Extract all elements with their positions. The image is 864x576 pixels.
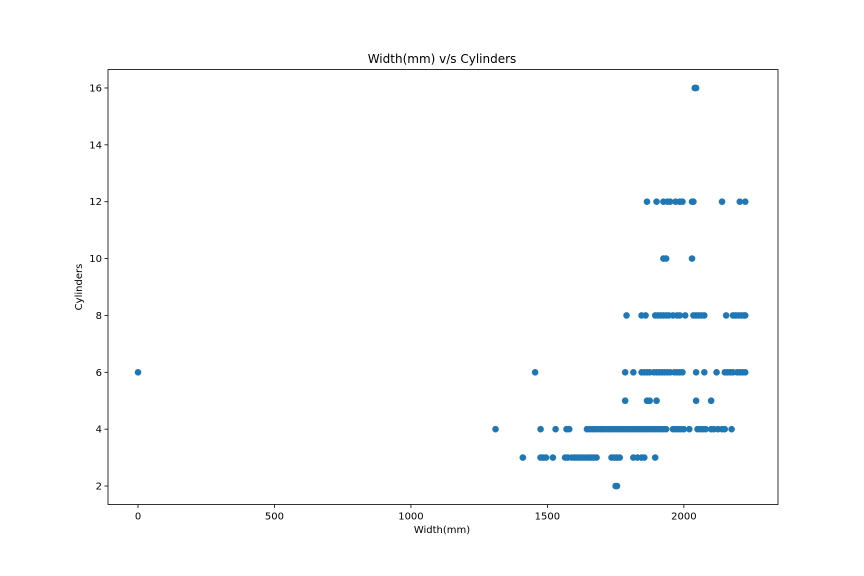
data-point [707,397,715,405]
data-point [713,368,720,376]
data-point [728,425,735,433]
data-point [646,397,654,405]
data-point [692,368,700,376]
data-point [662,255,670,262]
data-point [718,198,726,206]
data-point [537,425,544,433]
data-point [134,368,142,376]
data-point [651,454,659,461]
data-point [702,425,709,433]
data-point [662,425,670,433]
x-tick-label: 0 [135,512,141,523]
data-point [552,425,559,433]
x-tick-label: 1500 [535,512,560,523]
data-point [676,312,684,319]
data-point [736,198,744,206]
data-point [688,255,696,262]
data-point [741,368,749,376]
data-point [613,482,621,490]
y-axis-label: Cylinders [74,264,85,311]
x-tick-label: 500 [265,512,284,523]
data-point [642,312,649,319]
data-point [492,425,499,433]
data-point [686,425,693,433]
data-point [623,312,630,319]
data-point [593,454,600,461]
y-tick-label: 4 [96,425,102,436]
data-point [701,312,708,319]
y-tick-label: 10 [89,254,102,265]
data-point [692,397,700,405]
data-point [680,425,688,433]
data-points [134,84,749,490]
data-point [741,312,749,319]
x-tick-label: 2000 [671,512,696,523]
data-point [722,312,730,319]
data-point [616,454,624,461]
y-tick-label: 12 [89,197,102,208]
data-point [519,454,527,461]
data-point [621,368,629,376]
data-point [643,198,651,206]
y-tick-label: 6 [96,368,102,379]
data-point [565,425,573,433]
plot-frame [107,69,779,505]
data-point [692,84,700,92]
data-point [741,198,749,206]
data-point [640,454,648,461]
data-point [630,368,637,376]
data-point [681,312,689,319]
y-tick-label: 16 [89,83,102,94]
data-point [542,454,550,461]
y-tick-label: 2 [96,482,102,493]
data-point [531,368,539,376]
data-point [701,368,708,376]
data-point [721,425,729,433]
data-point [679,368,686,376]
data-point [666,198,674,206]
axis-ticks: 0 500 1000 1500 2000 2 4 6 8 10 12 14 16 [89,83,696,522]
data-point [690,198,697,206]
chart-title: Width(mm) v/s Cylinders [368,52,517,66]
y-tick-label: 8 [96,311,102,322]
data-point [653,397,660,405]
y-tick-label: 14 [89,140,102,151]
x-axis-label: Width(mm) [414,525,470,536]
data-point [679,198,686,206]
data-point [621,397,629,405]
x-tick-label: 1000 [398,512,423,523]
data-point [549,454,557,461]
data-point [653,198,660,206]
